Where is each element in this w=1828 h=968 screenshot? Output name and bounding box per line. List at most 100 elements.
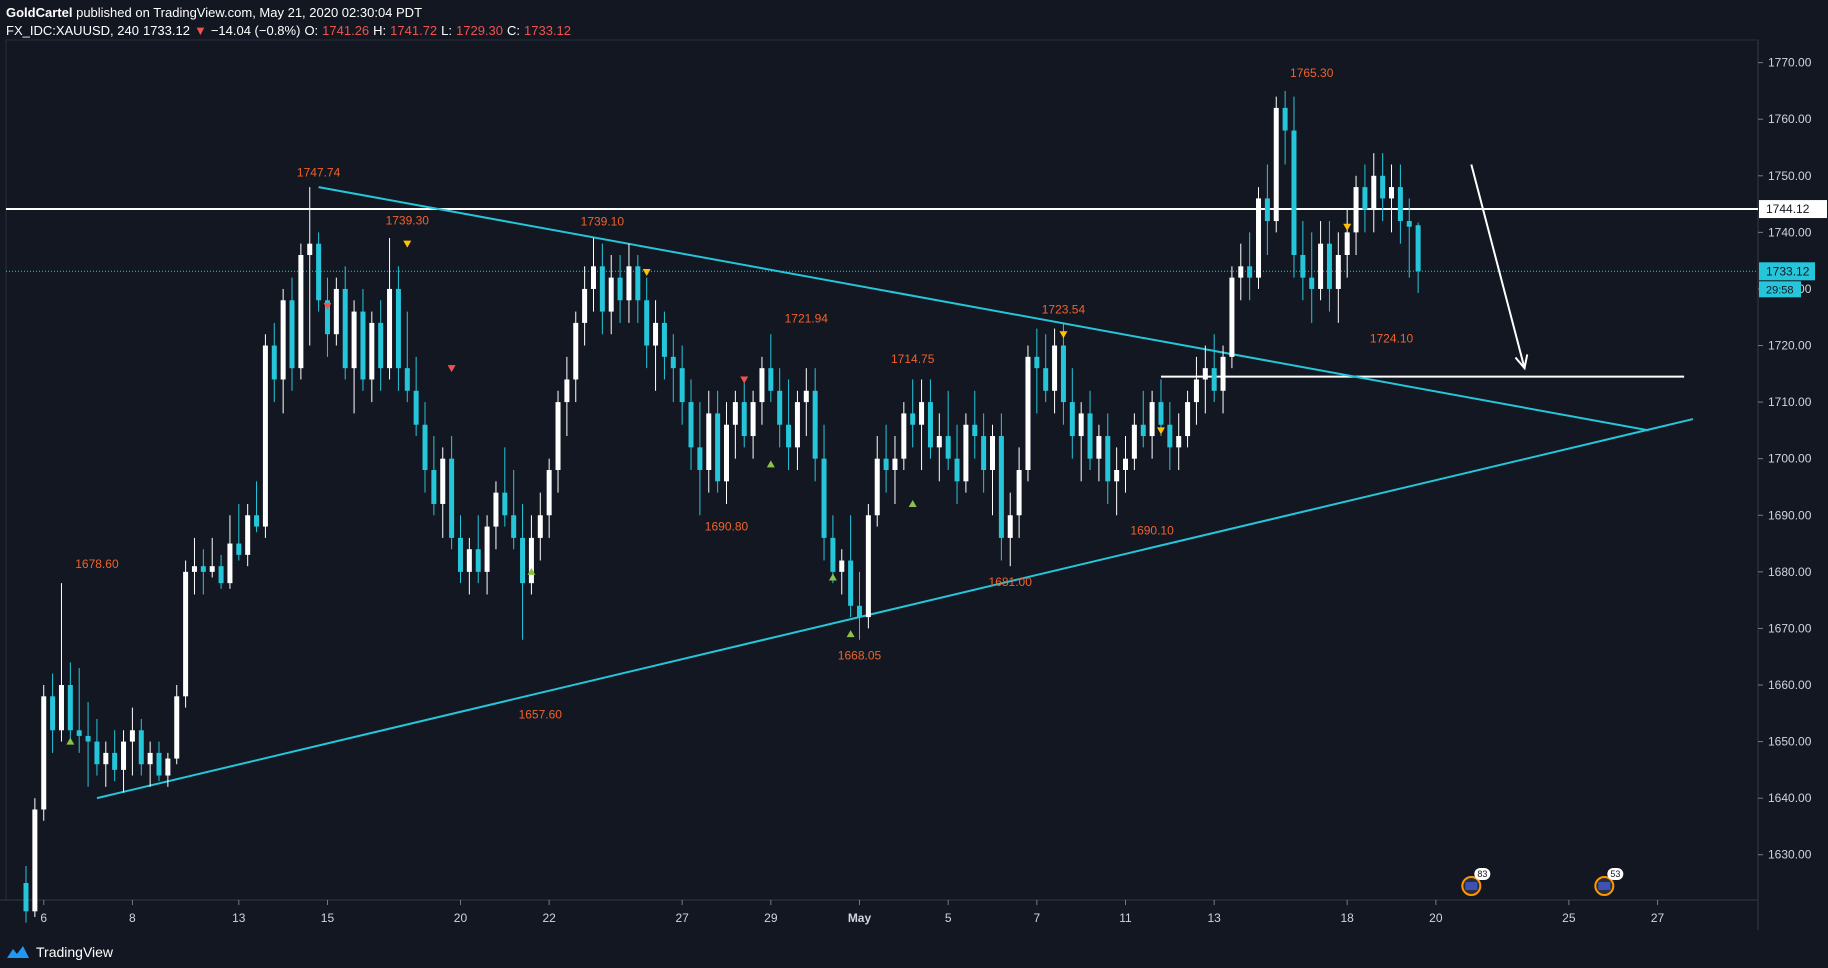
candle-body (1371, 175, 1377, 210)
candle-body (990, 436, 996, 470)
candle-body (103, 752, 109, 765)
candle-body (1264, 198, 1270, 222)
candle-body (475, 549, 481, 572)
price-annotation: 1724.10 (1370, 331, 1414, 345)
tradingview-footer[interactable]: TradingView (6, 944, 113, 960)
candle-body (697, 447, 703, 470)
candle-body (910, 413, 916, 425)
candle-body (1326, 243, 1332, 289)
symbol-label: FX_IDC:XAUUSD, 240 (6, 23, 139, 38)
x-tick-label: 27 (1651, 911, 1665, 925)
price-annotation: 1714.75 (891, 352, 935, 366)
candle-body (1078, 413, 1084, 437)
candle-body (777, 390, 783, 425)
candle-body (1273, 107, 1279, 222)
candle-body (333, 288, 339, 335)
candle-body (1096, 436, 1102, 459)
candle-body (670, 356, 676, 369)
candle-body (1034, 356, 1040, 369)
signal-up-marker (908, 499, 917, 507)
candle-body (324, 300, 330, 335)
x-tick-label: 11 (1119, 911, 1132, 925)
candle-body (1158, 402, 1164, 425)
price-annotation: 1657.60 (519, 708, 563, 722)
candle-body (1344, 232, 1350, 255)
signal-up-marker (828, 573, 837, 581)
candle-body (626, 266, 632, 301)
projection-arrow-line[interactable] (1470, 164, 1526, 369)
candle-body (174, 696, 180, 759)
candle-body (599, 266, 605, 312)
candle-body (998, 436, 1004, 538)
price-annotation: 1681.00 (989, 575, 1033, 589)
event-count-badge (1607, 868, 1624, 880)
candle-body (706, 413, 712, 470)
candle-body (378, 322, 384, 369)
candle-body (750, 402, 756, 437)
signal-up-marker (527, 567, 536, 575)
candle-body (280, 300, 286, 380)
candle-body (1238, 266, 1244, 278)
candle-body (573, 322, 579, 380)
us-flag-icon (1465, 882, 1478, 890)
candle-body (1309, 277, 1315, 289)
candle-body (58, 685, 64, 731)
candle-body (85, 735, 91, 742)
price-annotation: 1690.80 (705, 520, 749, 534)
tradingview-logo-icon (7, 946, 29, 958)
candle-body (1114, 470, 1120, 482)
price-annotation: 1747.74 (297, 166, 341, 180)
signal-down-marker (1156, 427, 1165, 435)
candle-body (936, 436, 942, 448)
change-arrow-icon: ▼ (193, 23, 207, 38)
candle-body (608, 277, 614, 312)
candle-body (271, 345, 277, 380)
candle-body (94, 741, 100, 765)
candle-body (1406, 221, 1412, 227)
footer-brand: TradingView (36, 944, 114, 960)
candle-body (856, 605, 862, 618)
candle-body (954, 458, 960, 482)
trendline[interactable] (96, 418, 1694, 800)
trendline[interactable] (318, 186, 1649, 432)
candle-body (298, 255, 304, 369)
candle-body (511, 515, 517, 538)
x-tick-label: 25 (1562, 911, 1576, 925)
x-tick-label: 13 (1207, 911, 1221, 925)
candle-body (582, 288, 588, 323)
candle-body (67, 685, 73, 731)
candle-body (688, 402, 694, 448)
y-tick-label: 1640.00 (1768, 791, 1812, 805)
candle-body (1380, 175, 1386, 199)
candle-body (245, 515, 251, 555)
candle-body (1335, 255, 1341, 289)
level-price-tag (1759, 200, 1827, 219)
candle-body (1043, 368, 1049, 391)
price-annotation: 1739.30 (386, 213, 430, 227)
candle-body (32, 809, 38, 912)
candle-body (1060, 345, 1066, 403)
candle-body (431, 470, 437, 504)
x-tick-label: 22 (542, 911, 556, 925)
candle-body (537, 515, 543, 538)
candle-body (981, 436, 987, 470)
close-value: 1733.12 (524, 23, 572, 38)
price-annotation: 1668.05 (838, 648, 882, 662)
author-name[interactable]: GoldCartel (6, 5, 73, 20)
event-count-label: 53 (1610, 869, 1620, 879)
candle-body (1185, 402, 1191, 437)
candle-body (50, 696, 56, 731)
candle-body (138, 730, 144, 765)
candle-body (1131, 424, 1137, 459)
candle-body (528, 537, 534, 584)
candle-body (342, 288, 348, 369)
candle-body (1300, 255, 1306, 278)
candle-body (874, 458, 880, 516)
candle-body (147, 752, 153, 765)
candle-body (218, 566, 224, 584)
candle-body (803, 390, 809, 403)
candle-body (404, 368, 410, 391)
y-tick-label: 1760.00 (1768, 112, 1812, 126)
candle-body (1105, 436, 1111, 482)
